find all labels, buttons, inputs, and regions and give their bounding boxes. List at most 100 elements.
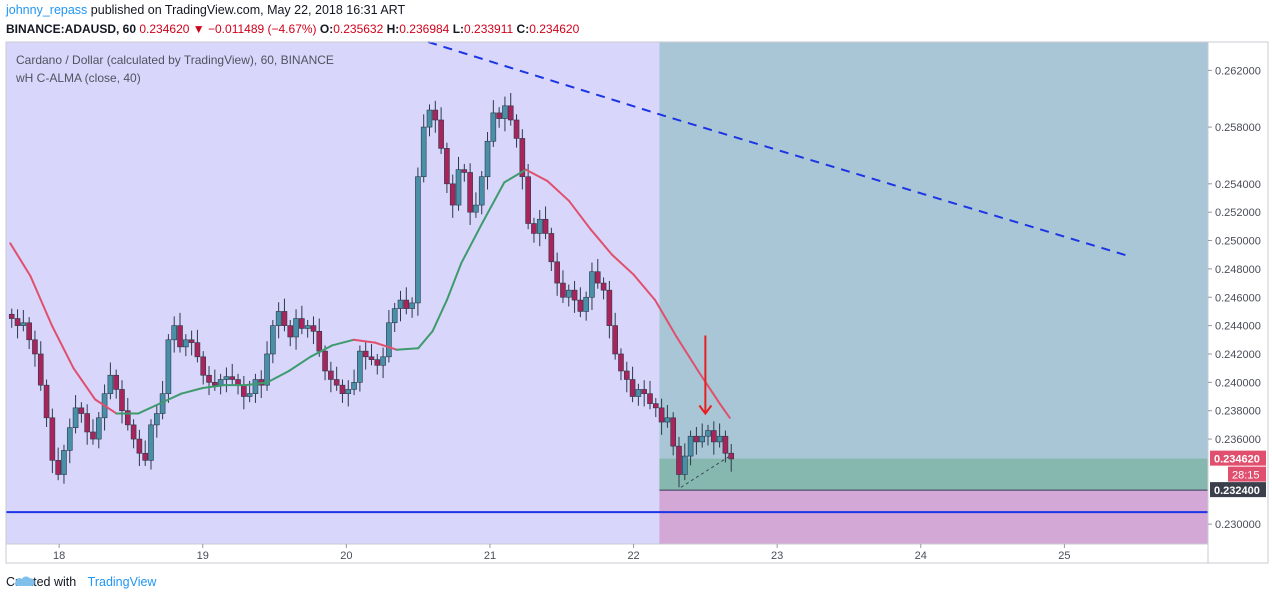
candle-body: [368, 356, 375, 360]
candle-body: [119, 389, 125, 412]
alma-segment: [244, 381, 269, 387]
x-tick-label: 23: [771, 550, 783, 562]
publish-info: published on TradingView.com, May 22, 20…: [90, 3, 406, 17]
candle-body: [165, 339, 172, 394]
indicator-legend: wH C-ALMA (close, 40): [16, 71, 141, 85]
candle-body: [687, 435, 694, 457]
high-value: 0.236984: [399, 22, 450, 36]
candle-body: [426, 109, 433, 128]
alma-segment: [654, 299, 678, 338]
candle-body: [299, 318, 305, 329]
high-label: H:: [386, 22, 400, 36]
candle-body: [682, 455, 688, 475]
stop-zone: [659, 490, 1208, 544]
candle-body: [386, 322, 392, 358]
candle-body: [264, 353, 270, 386]
candle-body: [461, 169, 468, 173]
open-label: O:: [319, 22, 334, 36]
y-tick-label: 0.242000: [1215, 349, 1261, 361]
candle-body: [397, 299, 404, 309]
candle-body: [310, 325, 317, 332]
candle-body: [339, 384, 346, 394]
candle-body: [32, 339, 38, 355]
candle-body: [583, 296, 589, 312]
last-price-label: 0.234620: [1214, 454, 1260, 466]
y-tick-label: 0.246000: [1215, 292, 1261, 304]
open-value: 0.235632: [333, 22, 384, 36]
candle-body: [606, 289, 613, 326]
candle-body: [507, 105, 514, 121]
candle-body: [548, 233, 555, 263]
down-arrow-icon: [698, 404, 713, 416]
entry-price-tag: [1210, 482, 1266, 498]
candle-body: [14, 318, 21, 326]
candle-body: [612, 325, 618, 355]
candle-body: [351, 382, 357, 390]
candle-body: [113, 374, 119, 390]
y-tick-label: 0.258000: [1215, 122, 1261, 134]
candle-body: [449, 183, 456, 206]
tradingview-brand-link[interactable]: TradingView: [87, 575, 157, 589]
alma-segment: [431, 299, 448, 333]
alma-segment: [445, 262, 463, 302]
candle-body: [420, 126, 427, 178]
y-tick-label: 0.240000: [1215, 377, 1261, 389]
alma-segment: [29, 274, 53, 327]
candle-body: [455, 169, 462, 206]
candle-body: [374, 359, 381, 366]
candle-body: [252, 379, 259, 394]
candle-body: [194, 342, 201, 358]
y-tick-label: 0.248000: [1215, 264, 1261, 276]
candle-body: [362, 350, 369, 358]
candle-body: [328, 370, 334, 380]
candle-body: [403, 299, 410, 309]
candle-body: [600, 282, 607, 291]
candle-body: [380, 356, 386, 366]
last-price-tag: [1210, 450, 1266, 466]
candle-body: [496, 112, 502, 119]
chart-frame: [5, 41, 1269, 564]
candle-body: [641, 389, 647, 394]
candle-body: [200, 356, 207, 376]
candle-body: [154, 413, 160, 426]
candle-body: [478, 176, 485, 206]
alma-segment: [158, 392, 183, 405]
candle-body: [444, 148, 450, 185]
candle-body: [670, 417, 676, 447]
candle-body: [577, 299, 584, 312]
x-tick-label: 18: [53, 550, 65, 562]
candle-body: [722, 435, 729, 454]
y-tick-label: 0.238000: [1215, 406, 1261, 418]
candle-body: [415, 176, 421, 304]
y-tick-label: 0.254000: [1215, 179, 1261, 191]
candle-body: [333, 379, 340, 386]
candle-body: [409, 302, 415, 309]
candle-body: [623, 370, 630, 380]
candle-body: [55, 460, 61, 475]
change-arrow-icon: ▼: [192, 22, 205, 36]
change-value: −0.011489 (−4.67%): [208, 22, 317, 36]
alma-segment: [287, 355, 312, 372]
close-label: C:: [516, 22, 530, 36]
entry-price-label: 0.232400: [1214, 485, 1260, 497]
candle-body: [148, 424, 154, 461]
candle-body: [711, 430, 717, 443]
x-tick-label: 22: [627, 550, 639, 562]
candle-body: [246, 393, 253, 397]
candle-body: [490, 112, 497, 142]
candle-body: [95, 417, 102, 440]
alma-segment: [589, 228, 614, 256]
alma-segment: [632, 273, 657, 302]
alma-segment: [460, 221, 484, 265]
candle-body: [705, 430, 711, 437]
alma-segment: [503, 168, 527, 184]
candle-body: [536, 218, 543, 234]
y-tick-label: 0.230000: [1215, 519, 1261, 531]
candle-body: [49, 417, 56, 461]
low-value: 0.233911: [464, 22, 514, 36]
author-link[interactable]: johnny_repass: [6, 3, 88, 17]
candle-body: [391, 308, 398, 324]
candle-body: [270, 325, 276, 355]
candle-body: [664, 417, 671, 423]
